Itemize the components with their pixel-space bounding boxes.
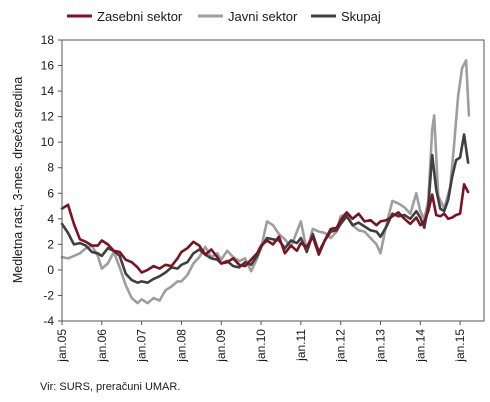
x-tick-label: jan.11: [294, 329, 308, 362]
source-note: Vir: SURS, preračuni UMAR.: [40, 381, 181, 393]
x-tick-label: jan.15: [453, 329, 467, 363]
y-tick-label: 6: [47, 186, 54, 200]
legend-label: Zasebni sektor: [97, 9, 183, 24]
y-tick-label: 0: [47, 263, 54, 277]
y-tick-label: 18: [41, 33, 55, 47]
x-axis-ticks: jan.05 jan.06 jan.07 jan.08 jan.09 jan.10 jan.…: [55, 321, 467, 363]
x-tick-label: jan.14: [413, 329, 427, 363]
y-tick-label: 16: [41, 59, 55, 73]
y-axis-label: Medletna rast, 3-mes. drseča sredina: [11, 77, 25, 283]
plot-frame: [61, 39, 485, 322]
x-tick-label: jan.10: [254, 329, 268, 363]
x-tick-label: jan.09: [214, 329, 228, 363]
x-tick-label: jan.12: [334, 329, 348, 363]
series-lines: [60, 59, 471, 305]
series-line-javni-sektor: [60, 59, 471, 305]
x-tick-label: jan.06: [95, 329, 109, 363]
y-tick-label: 14: [41, 84, 55, 98]
y-tick-label: 4: [47, 212, 54, 226]
legend: Zasebni sektor Javni sektor Skupaj: [67, 9, 381, 24]
legend-label: Javni sektor: [228, 9, 298, 24]
y-tick-label: 8: [47, 161, 54, 175]
legend-label: Skupaj: [341, 9, 381, 24]
y-tick-label: 10: [41, 135, 55, 149]
series-line-zasebni-sektor: [60, 183, 470, 274]
y-tick-label: -4: [43, 314, 54, 328]
y-tick-label: -2: [43, 288, 54, 302]
x-tick-label: jan.07: [135, 329, 149, 363]
x-tick-label: jan.13: [373, 329, 387, 363]
y-tick-label: 12: [41, 110, 55, 124]
y-tick-label: 2: [47, 237, 54, 251]
x-tick-label: jan.05: [55, 329, 69, 363]
x-tick-label: jan.08: [174, 329, 188, 363]
y-axis-ticks: -4 -2 0 2 4 6 8 10 12 14 16 18: [41, 33, 62, 328]
